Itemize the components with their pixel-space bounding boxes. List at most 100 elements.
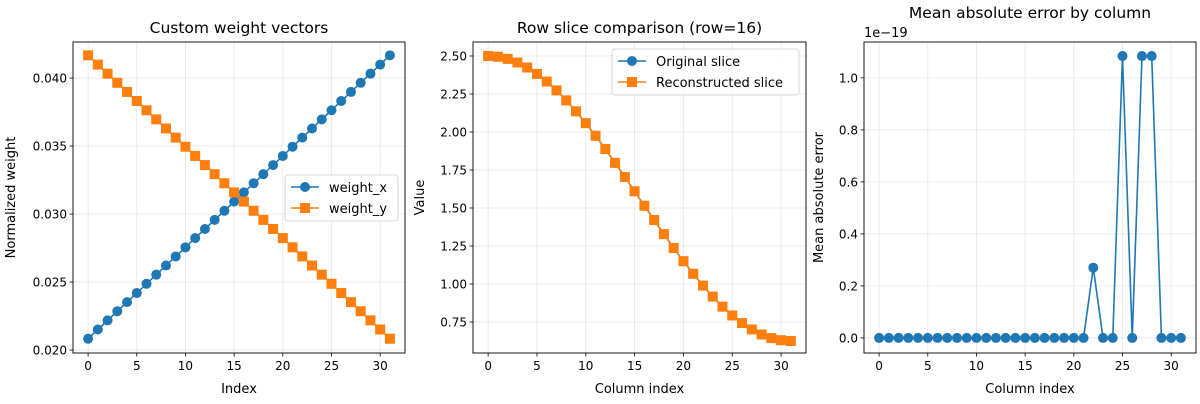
x-tick-label: 10 <box>178 359 193 373</box>
x-axis-label: Column index <box>595 382 685 397</box>
data-point-circle <box>112 306 123 317</box>
data-point-circle <box>345 86 356 97</box>
data-point-circle <box>1136 51 1147 62</box>
data-point-square <box>766 333 777 344</box>
data-point-square <box>561 95 572 106</box>
data-point-square <box>384 333 395 344</box>
data-point-square <box>122 86 133 97</box>
y-tick-label: 1.25 <box>440 239 467 253</box>
data-point-circle <box>1029 332 1040 343</box>
data-point-square <box>746 324 757 335</box>
data-point-circle <box>971 332 982 343</box>
data-point-square <box>229 187 240 198</box>
data-point-square <box>522 62 533 73</box>
subplot-mean-absolute-error: Mean absolute error by column Column ind… <box>812 4 1197 397</box>
axes-frame <box>863 41 1197 354</box>
data-point-square <box>590 130 601 141</box>
data-point-circle <box>209 214 220 225</box>
data-point-circle <box>1010 332 1021 343</box>
legend-circle-marker <box>300 182 310 192</box>
data-point-circle <box>1059 332 1070 343</box>
x-tick-label: 0 <box>484 359 492 373</box>
data-point-square <box>658 229 669 240</box>
axes-frame <box>472 41 807 354</box>
data-point-square <box>502 53 513 64</box>
legend-square-marker <box>627 77 637 87</box>
data-point-circle <box>277 150 288 161</box>
data-point-square <box>737 318 748 329</box>
x-tick-label: 5 <box>133 359 141 373</box>
y-tick-label: 0.020 <box>33 344 67 358</box>
data-point-square <box>336 288 347 299</box>
data-point-square <box>151 114 162 125</box>
data-point-square <box>316 269 327 280</box>
x-tick-label: 30 <box>373 359 388 373</box>
data-point-square <box>375 324 386 335</box>
data-point-circle <box>355 77 366 88</box>
y-tick-label: 2.25 <box>440 87 467 101</box>
data-point-circle <box>384 50 395 61</box>
y-tick-label: 0.2 <box>839 279 858 293</box>
y-axis-label: Normalized weight <box>4 137 19 259</box>
data-point-circle <box>981 332 992 343</box>
data-point-square <box>649 214 660 225</box>
data-point-square <box>83 50 94 61</box>
data-point-square <box>551 85 562 96</box>
data-point-circle <box>141 278 152 289</box>
data-point-circle <box>961 332 972 343</box>
y-tick-label: 2.00 <box>440 125 467 139</box>
x-tick-label: 15 <box>226 359 241 373</box>
data-point-circle <box>151 269 162 280</box>
legend-label: weight_y <box>329 202 387 217</box>
data-point-circle <box>1068 332 1079 343</box>
data-point-square <box>707 291 718 302</box>
data-point-square <box>717 301 728 312</box>
series-line-Reconstructed slice <box>488 55 791 342</box>
data-point-square <box>141 105 152 116</box>
data-point-square <box>190 150 201 161</box>
data-point-square <box>668 242 679 253</box>
data-point-square <box>619 171 630 182</box>
data-point-circle <box>951 332 962 343</box>
x-tick-label: 15 <box>627 359 642 373</box>
data-point-circle <box>1020 332 1031 343</box>
data-point-square <box>268 223 279 234</box>
legend-circle-marker <box>627 56 637 66</box>
x-tick-label: 25 <box>1115 359 1130 373</box>
data-point-square <box>697 280 708 291</box>
data-point-circle <box>336 96 347 107</box>
data-point-square <box>307 260 318 271</box>
data-point-square <box>785 335 796 346</box>
x-tick-label: 20 <box>1066 359 1081 373</box>
x-tick-label: 5 <box>533 359 541 373</box>
data-point-circle <box>922 332 933 343</box>
chart-title: Mean absolute error by column <box>909 4 1151 22</box>
data-point-circle <box>92 324 103 335</box>
data-point-square <box>345 297 356 308</box>
data-point-square <box>600 144 611 155</box>
y-tick-label: 0.6 <box>839 175 858 189</box>
data-point-square <box>248 205 259 216</box>
data-point-square <box>776 335 787 346</box>
data-point-square <box>209 169 220 180</box>
y-tick-label: 1.0 <box>839 71 858 85</box>
x-tick-label: 20 <box>275 359 290 373</box>
data-point-circle <box>170 251 181 262</box>
data-point-square <box>571 106 582 117</box>
data-point-square <box>580 118 591 129</box>
subplot-custom-weight-vectors: Custom weight vectors Index Normalized w… <box>4 19 406 397</box>
data-point-square <box>131 96 142 107</box>
data-point-square <box>219 178 230 189</box>
data-point-square <box>727 310 738 321</box>
y-axis-offset-text: 1e−19 <box>864 26 908 41</box>
data-point-square <box>102 68 113 79</box>
data-point-square <box>112 77 123 88</box>
data-point-circle <box>238 187 249 198</box>
data-point-circle <box>122 297 133 308</box>
data-point-circle <box>375 59 386 70</box>
data-point-circle <box>1098 332 1109 343</box>
data-point-square <box>170 132 181 143</box>
data-point-square <box>326 278 337 289</box>
legend-label: weight_x <box>329 181 387 196</box>
